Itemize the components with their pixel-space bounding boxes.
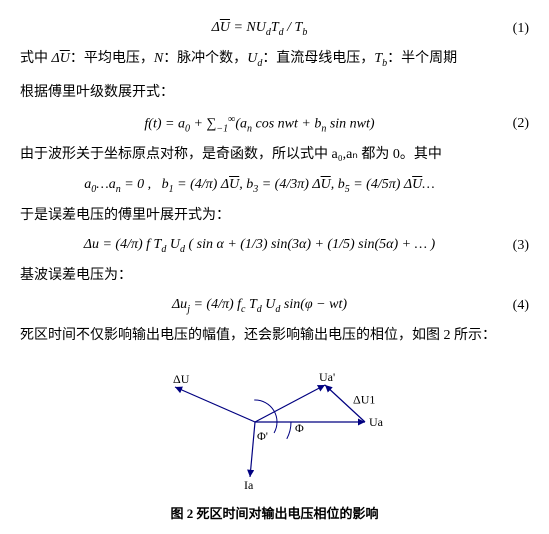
eq3-expr: Δu = (4/π) f Td Ud ( sin α + (1/3) sin(3… <box>20 237 499 255</box>
para-odd: 由于波形关于坐标原点对称，是奇函数，所以式中 a₀,aₙ 都为 0。其中 <box>20 144 529 166</box>
svg-text:Φ': Φ' <box>257 429 268 443</box>
para-defs: 式中 ΔU：平均电压，N：脉冲个数，Ud：直流母线电压，Tb：半个周期 <box>20 48 529 72</box>
eq4-expr: Δuj = (4/π) fc Td Ud sin(φ − wt) <box>20 297 499 315</box>
para-phase: 死区时间不仅影响输出电压的幅值，还会影响输出电压的相位，如图 2 所示： <box>20 325 529 347</box>
svg-text:Φ: Φ <box>295 421 304 435</box>
svg-text:ΔU: ΔU <box>173 372 190 386</box>
figure-2-svg: ΔU Ua' Ua ΔU1 Ia Φ Φ' <box>135 357 415 492</box>
para-error-fourier: 于是误差电压的傅里叶展开式为： <box>20 205 529 227</box>
equation-2: f(t) = a0 + ∑−1∞(an cos nwt + bn sin nwt… <box>20 114 529 134</box>
para-fourier-intro: 根据傅里叶级数展开式： <box>20 82 529 104</box>
equation-mid: a0…an = 0 , b1 = (4/π) ΔU, b3 = (4/3π) Δ… <box>20 177 529 195</box>
svg-text:Ua': Ua' <box>319 370 335 384</box>
svg-text:ΔU1: ΔU1 <box>353 393 375 407</box>
eq3-num: (3) <box>499 238 529 254</box>
equation-3: Δu = (4/π) f Td Ud ( sin α + (1/3) sin(3… <box>20 237 529 255</box>
eqmid-expr: a0…an = 0 , b1 = (4/π) ΔU, b3 = (4/3π) Δ… <box>20 177 499 195</box>
figure-2-caption: 图 2 死区时间对输出电压相位的影响 <box>20 503 529 522</box>
para-fundamental: 基波误差电压为： <box>20 265 529 287</box>
svg-text:Ua: Ua <box>369 415 384 429</box>
eq1-expr: ΔU = NUdTd / Tb <box>20 20 499 38</box>
eq1-num: (1) <box>499 21 529 37</box>
figure-2: ΔU Ua' Ua ΔU1 Ia Φ Φ' 图 2 死区时间对输出电压相位的影响 <box>20 357 529 522</box>
eq4-num: (4) <box>499 298 529 314</box>
eq2-expr: f(t) = a0 + ∑−1∞(an cos nwt + bn sin nwt… <box>20 114 499 134</box>
equation-4: Δuj = (4/π) fc Td Ud sin(φ − wt) (4) <box>20 297 529 315</box>
svg-text:Ia: Ia <box>244 478 254 492</box>
eq2-num: (2) <box>499 116 529 132</box>
equation-1: ΔU = NUdTd / Tb (1) <box>20 20 529 38</box>
